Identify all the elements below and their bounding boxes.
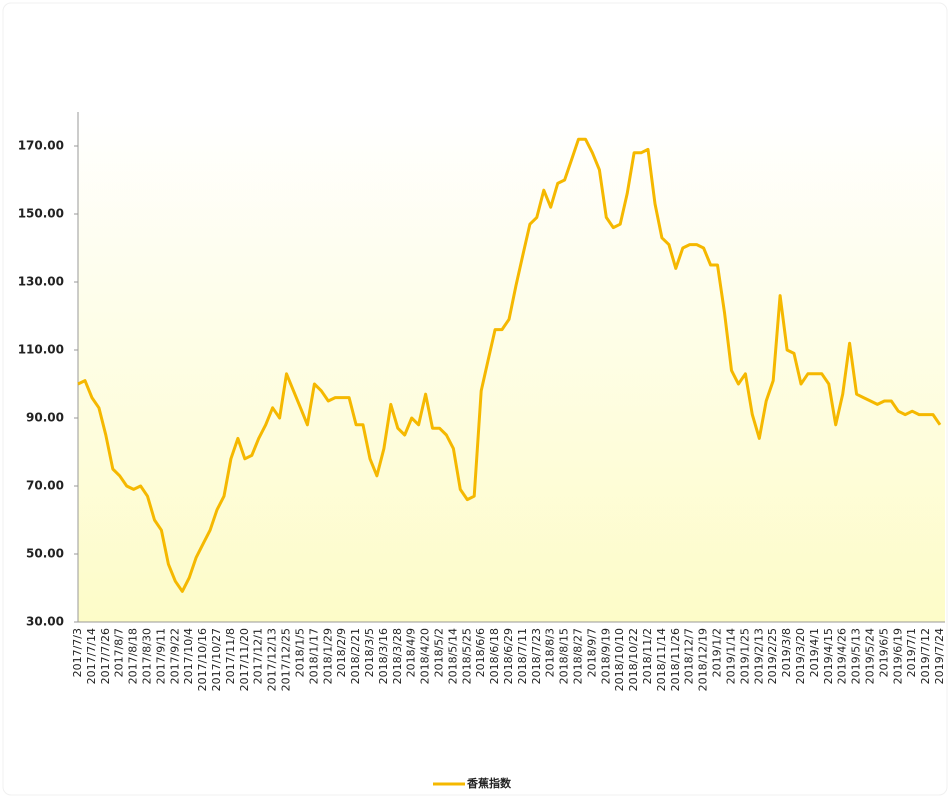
y-tick-label: 150.00 — [18, 207, 64, 221]
x-tick-label: 2019/4/1 — [808, 628, 821, 677]
y-tick-label: 110.00 — [18, 343, 64, 357]
x-tick-label: 2017/7/26 — [99, 628, 112, 684]
x-tick-label: 2018/12/19 — [697, 628, 710, 691]
y-tick-label: 70.00 — [26, 479, 64, 493]
x-tick-label: 2018/7/23 — [530, 628, 543, 684]
x-tick-label: 2017/8/30 — [141, 628, 154, 684]
x-tick-label: 2018/11/2 — [641, 628, 654, 684]
x-tick-label: 2017/9/22 — [168, 628, 181, 684]
x-tick-label: 2018/3/5 — [363, 628, 376, 677]
y-tick-label: 30.00 — [26, 615, 64, 629]
x-tick-label: 2018/4/9 — [405, 628, 418, 677]
x-tick-label: 2019/6/19 — [891, 628, 904, 684]
x-tick-label: 2018/1/17 — [307, 628, 320, 684]
x-tick-label: 2019/7/1 — [905, 628, 918, 677]
x-tick-label: 2019/1/2 — [711, 628, 724, 677]
x-tick-label: 2017/11/8 — [224, 628, 237, 684]
x-tick-label: 2017/7/14 — [85, 628, 98, 684]
x-tick-label: 2019/5/24 — [863, 628, 876, 684]
x-tick-label: 2017/12/1 — [252, 628, 265, 684]
x-tick-label: 2019/6/5 — [877, 628, 890, 677]
x-tick-label: 2019/7/24 — [933, 628, 946, 684]
x-tick-label: 2018/3/28 — [391, 628, 404, 684]
x-tick-label: 2018/6/6 — [474, 628, 487, 677]
x-tick-label: 2017/8/7 — [113, 628, 126, 677]
x-tick-label: 2018/5/25 — [460, 628, 473, 684]
x-tick-label: 2019/2/13 — [752, 628, 765, 684]
x-tick-label: 2019/2/25 — [766, 628, 779, 684]
x-tick-label: 2018/2/21 — [349, 628, 362, 684]
x-tick-label: 2018/5/14 — [446, 628, 459, 684]
x-tick-label: 2017/7/3 — [71, 628, 84, 677]
x-tick-label: 2019/4/15 — [822, 628, 835, 684]
x-tick-label: 2018/6/29 — [502, 628, 515, 684]
x-tick-label: 2018/10/10 — [613, 628, 626, 691]
x-tick-label: 2019/3/20 — [794, 628, 807, 684]
x-tick-label: 2018/10/22 — [627, 628, 640, 691]
x-tick-label: 2018/1/5 — [293, 628, 306, 677]
x-tick-label: 2018/4/20 — [419, 628, 432, 684]
x-tick-label: 2018/6/18 — [488, 628, 501, 684]
y-tick-label: 170.00 — [18, 139, 64, 153]
x-tick-label: 2018/5/2 — [432, 628, 445, 677]
x-tick-label: 2018/8/15 — [558, 628, 571, 684]
y-tick-label: 90.00 — [26, 411, 64, 425]
x-tick-label: 2018/9/7 — [585, 628, 598, 677]
x-tick-label: 2018/8/27 — [572, 628, 585, 684]
x-tick-label: 2019/4/26 — [836, 628, 849, 684]
x-tick-label: 2017/10/27 — [210, 628, 223, 691]
legend-label: 香蕉指数 — [466, 776, 512, 790]
x-tick-label: 2018/11/26 — [669, 628, 682, 691]
plot-area — [78, 112, 945, 622]
x-tick-label: 2017/8/18 — [127, 628, 140, 684]
y-tick-label: 130.00 — [18, 275, 64, 289]
x-tick-label: 2019/7/12 — [919, 628, 932, 684]
x-tick-label: 2017/12/13 — [266, 628, 279, 691]
x-tick-label: 2018/9/19 — [599, 628, 612, 684]
x-tick-label: 2018/1/29 — [321, 628, 334, 684]
x-tick-label: 2018/3/16 — [377, 628, 390, 684]
x-tick-label: 2017/9/11 — [154, 628, 167, 684]
series-line — [77, 137, 942, 593]
x-tick-label: 2017/11/20 — [238, 628, 251, 691]
x-tick-label: 2017/12/25 — [280, 628, 293, 691]
x-tick-label: 2018/2/9 — [335, 628, 348, 677]
x-tick-label: 2018/7/11 — [516, 628, 529, 684]
x-tick-label: 2017/10/4 — [182, 628, 195, 684]
x-tick-label: 2018/12/7 — [683, 628, 696, 684]
x-tick-label: 2019/5/13 — [850, 628, 863, 684]
x-tick-label: 2019/1/14 — [724, 628, 737, 684]
y-tick-label: 50.00 — [26, 547, 64, 561]
x-tick-label: 2017/10/16 — [196, 628, 209, 691]
x-tick-label: 2018/8/3 — [544, 628, 557, 677]
x-tick-label: 2018/11/14 — [655, 628, 668, 691]
x-tick-label: 2019/3/8 — [780, 628, 793, 677]
x-tick-label: 2019/1/25 — [738, 628, 751, 684]
